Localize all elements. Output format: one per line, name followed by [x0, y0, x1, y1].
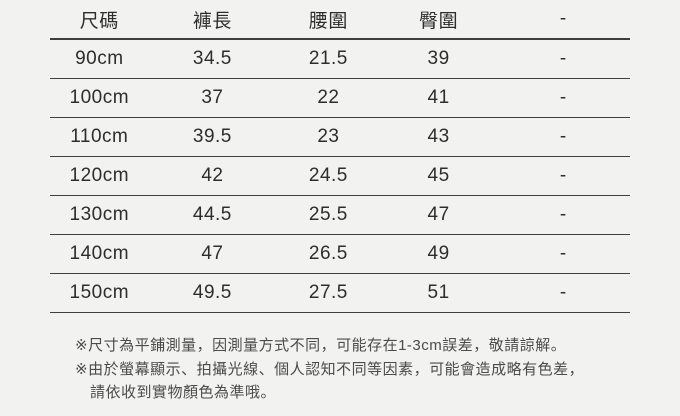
table-cell: 41: [380, 78, 497, 118]
size-cell: 130cm: [50, 195, 149, 235]
table-cell: -: [496, 39, 630, 79]
table-cell: -: [496, 156, 630, 196]
table-cell: 26.5: [276, 234, 381, 274]
table-cell: -: [496, 273, 630, 313]
column-header-size: 尺碼: [50, 0, 149, 40]
table-cell: 25.5: [276, 195, 381, 235]
table-cell: -: [496, 234, 630, 274]
table-cell: 37: [148, 78, 277, 118]
table-cell: 39: [380, 39, 497, 79]
table-cell: -: [496, 117, 630, 157]
table-cell: 34.5: [148, 39, 277, 79]
size-cell: 150cm: [50, 273, 149, 313]
table-row: 130cm 44.5 25.5 47 -: [50, 195, 630, 235]
table-cell: 22: [276, 78, 381, 118]
table-cell: 39.5: [148, 117, 277, 157]
size-cell: 120cm: [50, 156, 149, 196]
note-line-color-difference: ※由於螢幕顯示、拍攝光線、個人認知不同等因素，可能會造成略有色差，: [75, 360, 585, 378]
note-line-measurement-tolerance: ※尺寸為平鋪測量，因測量方式不同，可能存在1-3cm誤差，敬請諒解。: [75, 337, 567, 354]
table-cell: -: [496, 195, 630, 235]
column-header-hip: 臀圍: [380, 0, 497, 40]
measurement-notes: ※尺寸為平鋪測量，因測量方式不同，可能存在1-3cm誤差，敬請諒解。 ※由於螢幕…: [75, 334, 584, 405]
size-cell: 110cm: [50, 117, 149, 157]
table-cell: 44.5: [148, 195, 277, 235]
size-cell: 140cm: [50, 234, 149, 274]
table-cell: 49: [380, 234, 497, 274]
table-cell: 24.5: [276, 156, 381, 196]
table-cell: 47: [380, 195, 497, 235]
table-cell: 43: [380, 117, 497, 157]
table-row: 110cm 39.5 23 43 -: [50, 117, 630, 157]
size-chart-table: 尺碼 褲長 腰圍 臀圍 - 90cm 34.5 21.5 39 - 100cm …: [50, 0, 630, 313]
table-cell: -: [496, 78, 630, 118]
table-cell: 21.5: [276, 39, 381, 79]
table-cell: 45: [380, 156, 497, 196]
table-row: 140cm 47 26.5 49 -: [50, 234, 630, 274]
table-row: 100cm 37 22 41 -: [50, 78, 630, 118]
table-cell: 51: [380, 273, 497, 313]
column-header-waist: 腰圍: [276, 0, 381, 40]
column-header-pants-length: 褲長: [148, 0, 277, 40]
size-cell: 100cm: [50, 78, 149, 118]
table-cell: 49.5: [148, 273, 277, 313]
table-cell: 27.5: [276, 273, 381, 313]
size-cell: 90cm: [50, 39, 149, 79]
size-chart: 尺碼 褲長 腰圍 臀圍 - 90cm 34.5 21.5 39 - 100cm …: [50, 0, 630, 313]
table-row: 90cm 34.5 21.5 39 -: [50, 39, 630, 79]
header-row: 尺碼 褲長 腰圍 臀圍 -: [50, 0, 630, 40]
table-row: 150cm 49.5 27.5 51 -: [50, 273, 630, 313]
column-header-blank: -: [496, 0, 630, 40]
table-cell: 47: [148, 234, 277, 274]
table-cell: 23: [276, 117, 381, 157]
table-cell: 42: [148, 156, 277, 196]
table-row: 120cm 42 24.5 45 -: [50, 156, 630, 196]
note-line-actual-color: 請依收到實物顏色為準哦。: [90, 384, 277, 401]
